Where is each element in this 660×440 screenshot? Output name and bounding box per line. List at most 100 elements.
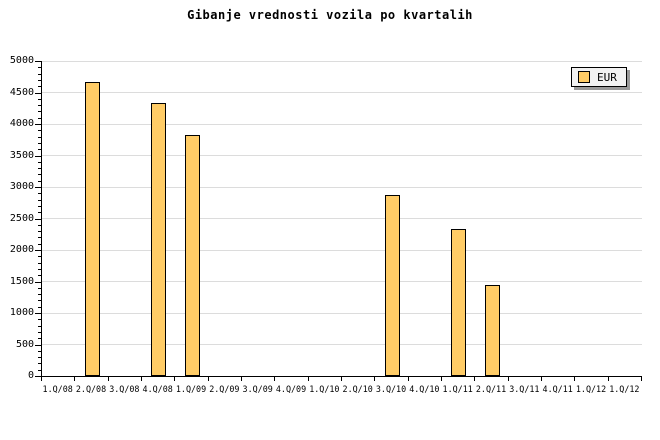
y-axis-minor-tick (38, 73, 41, 75)
y-axis-minor-tick (38, 338, 41, 340)
y-axis-major-tick (35, 61, 41, 62)
y-axis-minor-tick (38, 275, 41, 277)
gridline (42, 92, 642, 93)
x-axis-tick (174, 377, 176, 381)
y-axis-minor-tick (38, 350, 41, 352)
x-axis-tick (474, 377, 476, 381)
y-axis-minor-tick (38, 168, 41, 170)
y-axis-minor-tick (38, 79, 41, 81)
y-axis-major-tick (35, 124, 41, 125)
y-axis-minor-tick (38, 98, 41, 100)
bar (84, 82, 100, 376)
x-axis-label: 3.Q/08 (109, 384, 140, 394)
y-axis-minor-tick (38, 180, 41, 182)
gridline (42, 281, 642, 282)
x-axis-tick (541, 377, 542, 381)
y-axis-minor-tick (38, 287, 41, 289)
legend-swatch-icon (578, 71, 590, 83)
x-axis-label: 4.Q/08 (142, 384, 173, 394)
y-axis-minor-tick (38, 130, 41, 132)
y-axis-minor-tick (38, 294, 41, 296)
legend-label: EUR (597, 70, 617, 84)
y-axis-minor-tick (38, 149, 41, 151)
y-axis-label: 2500 (9, 212, 34, 224)
x-axis-label: 3.Q/09 (242, 384, 273, 394)
y-axis-major-tick (35, 187, 41, 188)
bar (151, 103, 167, 376)
y-axis-minor-tick (38, 325, 41, 327)
y-axis-major-tick (35, 250, 41, 251)
gridline (42, 186, 642, 188)
y-axis-minor-tick (38, 243, 41, 245)
y-axis-minor-tick (38, 105, 41, 107)
x-axis-tick (374, 377, 376, 381)
x-axis-tick (207, 377, 209, 381)
y-axis-minor-tick (38, 193, 41, 195)
x-axis-label: 2.Q/10 (342, 384, 373, 394)
y-axis-label: 5000 (9, 55, 34, 66)
y-axis-minor-tick (38, 205, 41, 207)
y-axis-minor-tick (38, 199, 41, 201)
x-axis-tick (407, 377, 409, 381)
y-axis-minor-tick (38, 306, 41, 308)
y-axis-minor-tick (38, 231, 41, 233)
x-axis-tick (574, 377, 576, 381)
bar (484, 285, 500, 376)
y-axis-major-tick (35, 155, 41, 157)
x-axis-label: 4.Q/09 (275, 384, 307, 394)
y-axis-minor-tick (38, 142, 41, 144)
y-axis-minor-tick (38, 256, 41, 258)
y-axis-minor-tick (38, 224, 41, 226)
y-axis-minor-tick (38, 237, 41, 239)
x-axis-label: 2.Q/08 (75, 384, 107, 394)
y-axis-label: 1000 (9, 307, 34, 318)
y-axis-minor-tick (38, 357, 41, 359)
x-axis-label: 1.Q/12 (575, 384, 607, 394)
y-axis-minor-tick (38, 212, 41, 214)
x-axis-tick (307, 377, 309, 381)
bar (184, 135, 200, 376)
x-axis-label: 1.Q/10 (309, 384, 340, 394)
x-axis-tick (241, 377, 242, 381)
y-axis-label: 0 (27, 370, 34, 381)
y-axis-minor-tick (38, 117, 41, 119)
x-axis-label: 3.Q/11 (509, 384, 540, 394)
y-axis-minor-tick (38, 262, 41, 264)
y-axis-major-tick (35, 344, 41, 346)
y-axis-minor-tick (38, 268, 41, 270)
gridline (42, 123, 642, 125)
x-axis-tick (141, 377, 142, 381)
x-axis-label: 3.Q/10 (375, 384, 407, 394)
x-axis-label: 1.Q/12 (609, 384, 640, 394)
y-axis-minor-tick (38, 331, 41, 333)
y-axis-minor-tick (38, 363, 41, 365)
y-axis-label: 1500 (9, 275, 34, 287)
x-axis-tick (107, 377, 109, 381)
x-axis-label: 1.Q/08 (42, 384, 73, 394)
legend-box: EUR (571, 67, 627, 87)
gridline (42, 155, 642, 156)
chart-title: Gibanje vrednosti vozila po kvartalih (187, 8, 473, 22)
y-axis-minor-tick (38, 319, 41, 321)
x-axis-tick (274, 377, 276, 381)
x-axis-tick (341, 377, 342, 381)
x-axis-tick (641, 377, 642, 381)
x-axis-label: 2.Q/11 (475, 384, 507, 394)
y-axis-major-tick (35, 376, 41, 377)
x-axis-tick (441, 377, 442, 381)
plot-area (41, 60, 642, 377)
bar (451, 229, 467, 376)
gridline (42, 218, 642, 219)
y-axis-major-tick (35, 281, 41, 283)
x-axis-tick (74, 377, 76, 381)
bar (384, 195, 400, 376)
y-axis-label: 3000 (9, 181, 34, 192)
x-axis-label: 2.Q/09 (209, 384, 240, 394)
x-axis-label: 4.Q/11 (542, 384, 573, 394)
y-axis-major-tick (35, 218, 41, 220)
y-axis-minor-tick (38, 300, 41, 302)
y-axis-label: 500 (15, 338, 34, 350)
y-axis-minor-tick (38, 67, 41, 69)
y-axis-minor-tick (38, 86, 41, 88)
